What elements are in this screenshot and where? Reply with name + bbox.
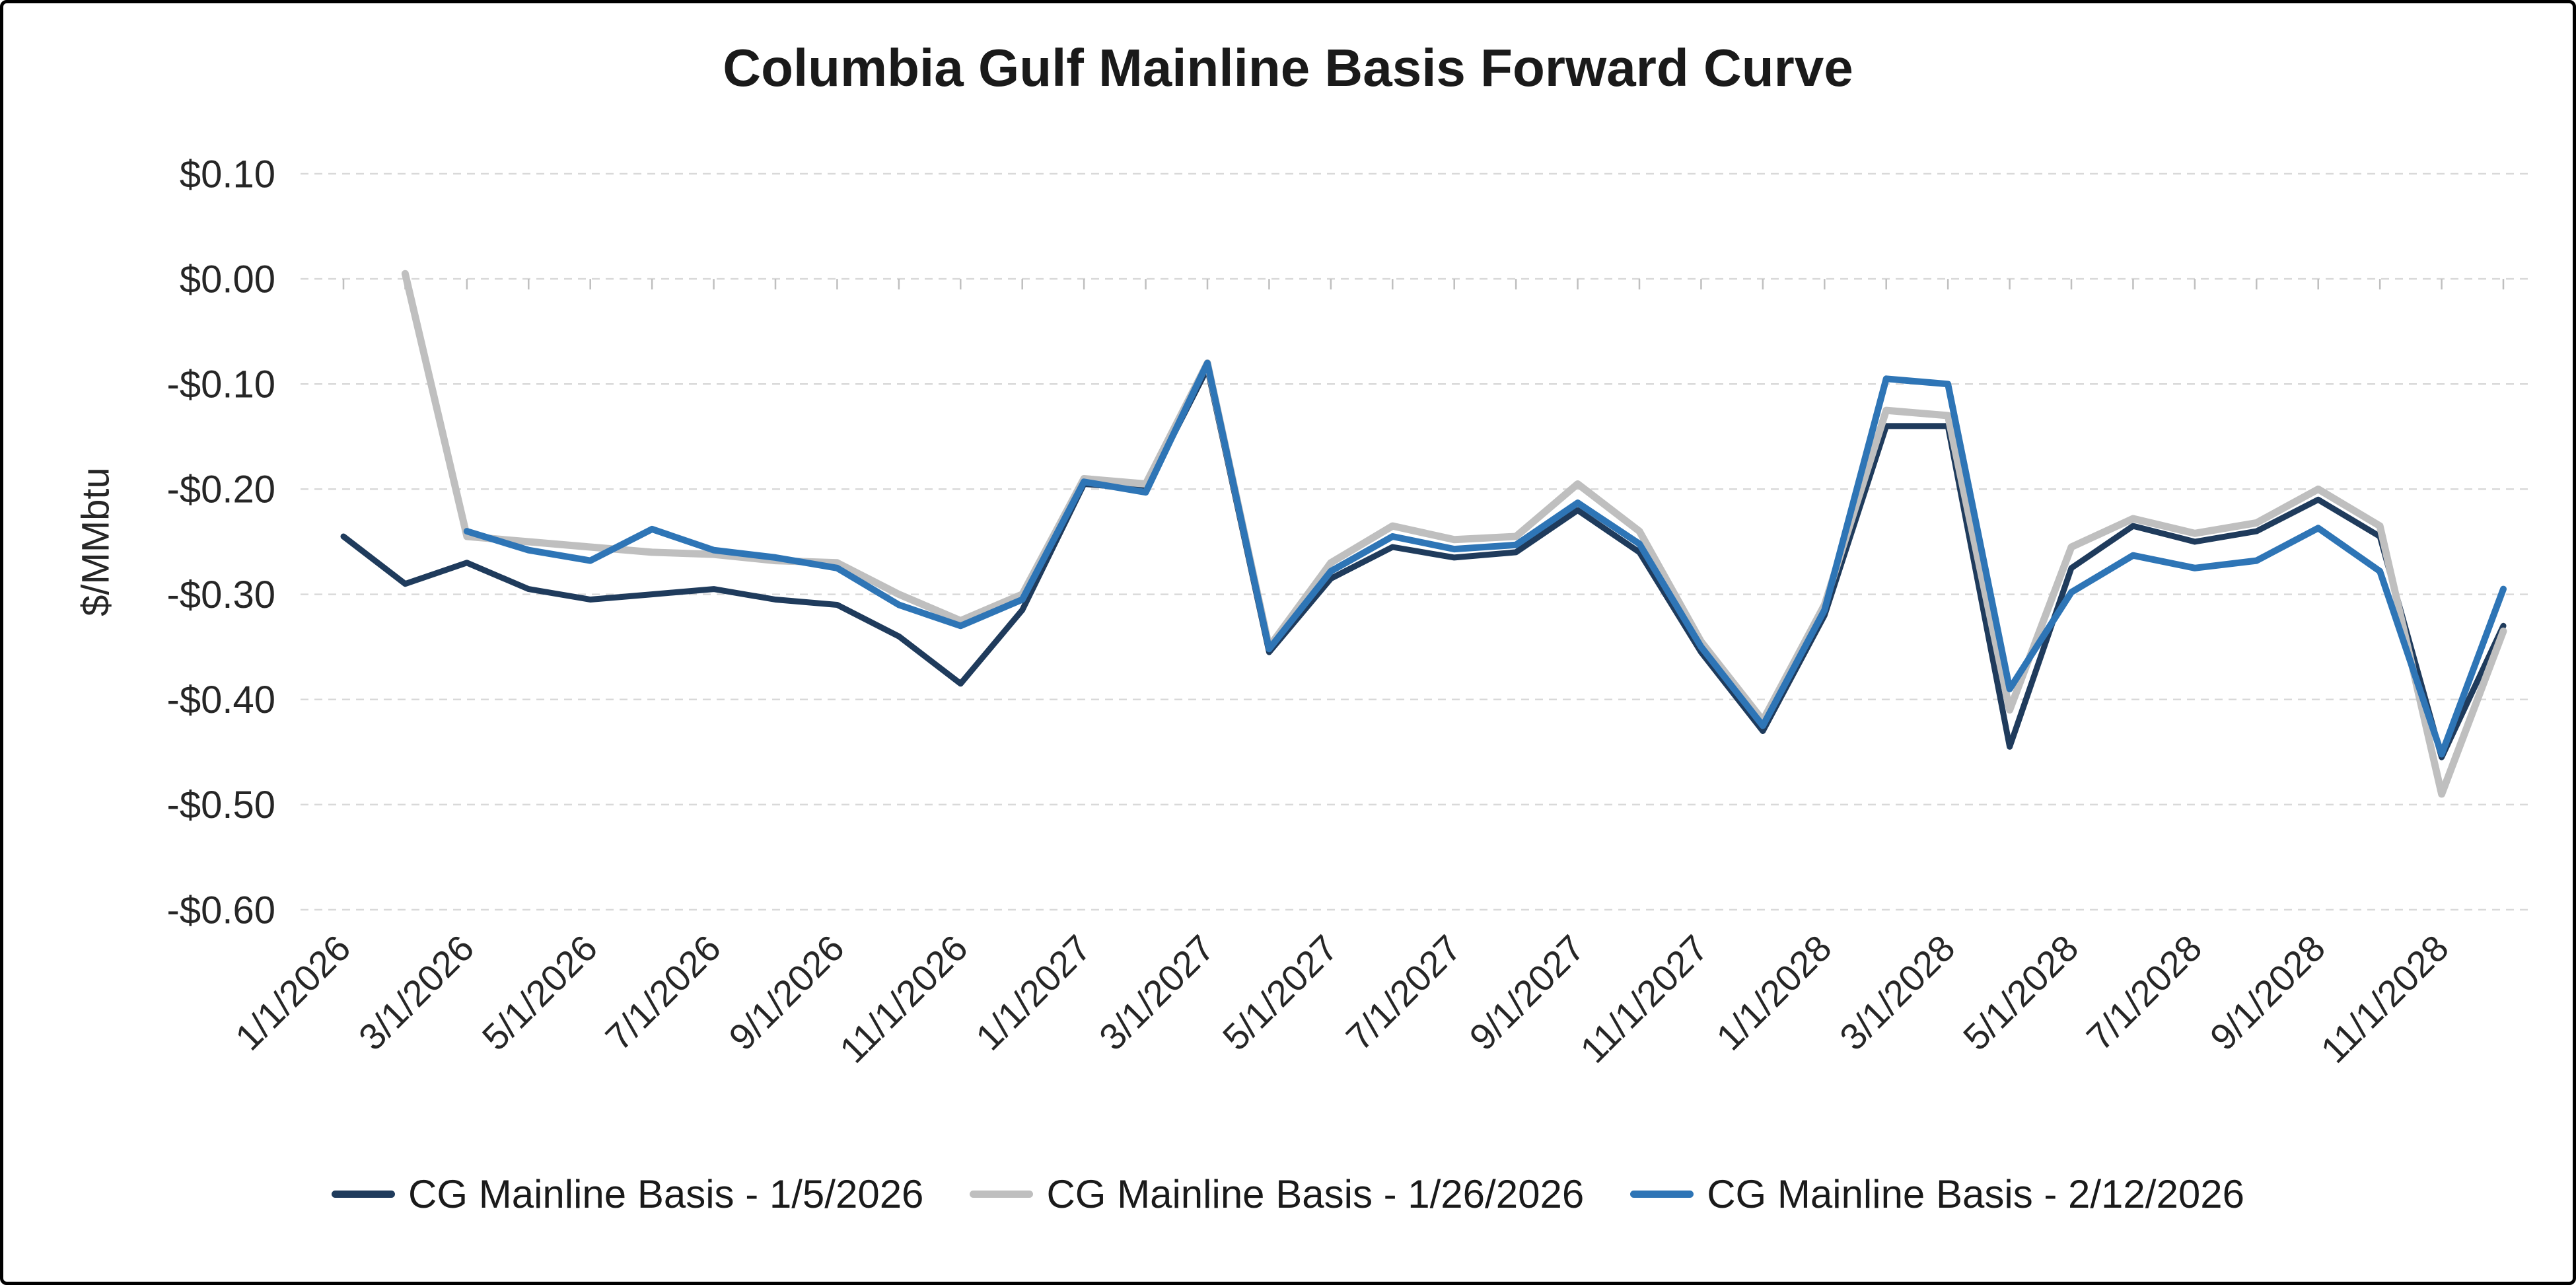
svg-text:9/1/2028: 9/1/2028 (2202, 927, 2334, 1058)
chart-legend: CG Mainline Basis - 1/5/2026 CG Mainline… (3, 1171, 2573, 1217)
legend-label: CG Mainline Basis - 1/5/2026 (408, 1172, 924, 1216)
svg-text:11/1/2027: 11/1/2027 (1572, 927, 1716, 1071)
svg-text:7/1/2026: 7/1/2026 (597, 927, 729, 1058)
svg-text:-$0.20: -$0.20 (167, 468, 275, 511)
svg-text:-$0.50: -$0.50 (167, 784, 275, 826)
svg-text:$0.00: $0.00 (180, 258, 275, 301)
chart-title: Columbia Gulf Mainline Basis Forward Cur… (723, 38, 1853, 97)
svg-text:-$0.60: -$0.60 (167, 889, 275, 932)
legend-label: CG Mainline Basis - 1/26/2026 (1046, 1172, 1585, 1216)
svg-text:$0.10: $0.10 (180, 153, 275, 196)
svg-text:-$0.10: -$0.10 (167, 363, 275, 406)
svg-text:3/1/2028: 3/1/2028 (1832, 927, 1963, 1058)
chart-plot-area: $0.10 $0.00 -$0.10 -$0.20 -$0.30 -$0.40 -$0.50… (167, 153, 2533, 1071)
legend-line-swatch (970, 1191, 1034, 1198)
legend-item-curve-2: CG Mainline Basis - 1/26/2026 (970, 1171, 1584, 1217)
svg-text:1/1/2026: 1/1/2026 (227, 927, 359, 1058)
legend-line-swatch (332, 1191, 396, 1198)
svg-text:11/1/2026: 11/1/2026 (832, 927, 976, 1071)
svg-text:7/1/2028: 7/1/2028 (2079, 927, 2210, 1058)
svg-text:1/1/2028: 1/1/2028 (1708, 927, 1840, 1058)
svg-text:3/1/2027: 3/1/2027 (1091, 927, 1223, 1058)
legend-label: CG Mainline Basis - 2/12/2026 (1707, 1172, 2244, 1216)
svg-text:9/1/2026: 9/1/2026 (721, 927, 852, 1058)
svg-text:11/1/2028: 11/1/2028 (2312, 927, 2456, 1071)
svg-text:7/1/2027: 7/1/2027 (1338, 927, 1470, 1058)
svg-text:3/1/2026: 3/1/2026 (351, 927, 482, 1058)
svg-text:9/1/2027: 9/1/2027 (1461, 927, 1592, 1058)
svg-text:5/1/2026: 5/1/2026 (474, 927, 606, 1058)
svg-text:-$0.40: -$0.40 (167, 679, 275, 721)
svg-text:5/1/2027: 5/1/2027 (1215, 927, 1346, 1058)
svg-text:1/1/2027: 1/1/2027 (968, 927, 1099, 1058)
legend-item-curve-1: CG Mainline Basis - 1/5/2026 (332, 1171, 923, 1217)
svg-text:-$0.30: -$0.30 (167, 573, 275, 616)
legend-line-swatch (1630, 1191, 1694, 1198)
svg-text:5/1/2028: 5/1/2028 (1955, 927, 2087, 1058)
legend-item-curve-3: CG Mainline Basis - 2/12/2026 (1630, 1171, 2244, 1217)
